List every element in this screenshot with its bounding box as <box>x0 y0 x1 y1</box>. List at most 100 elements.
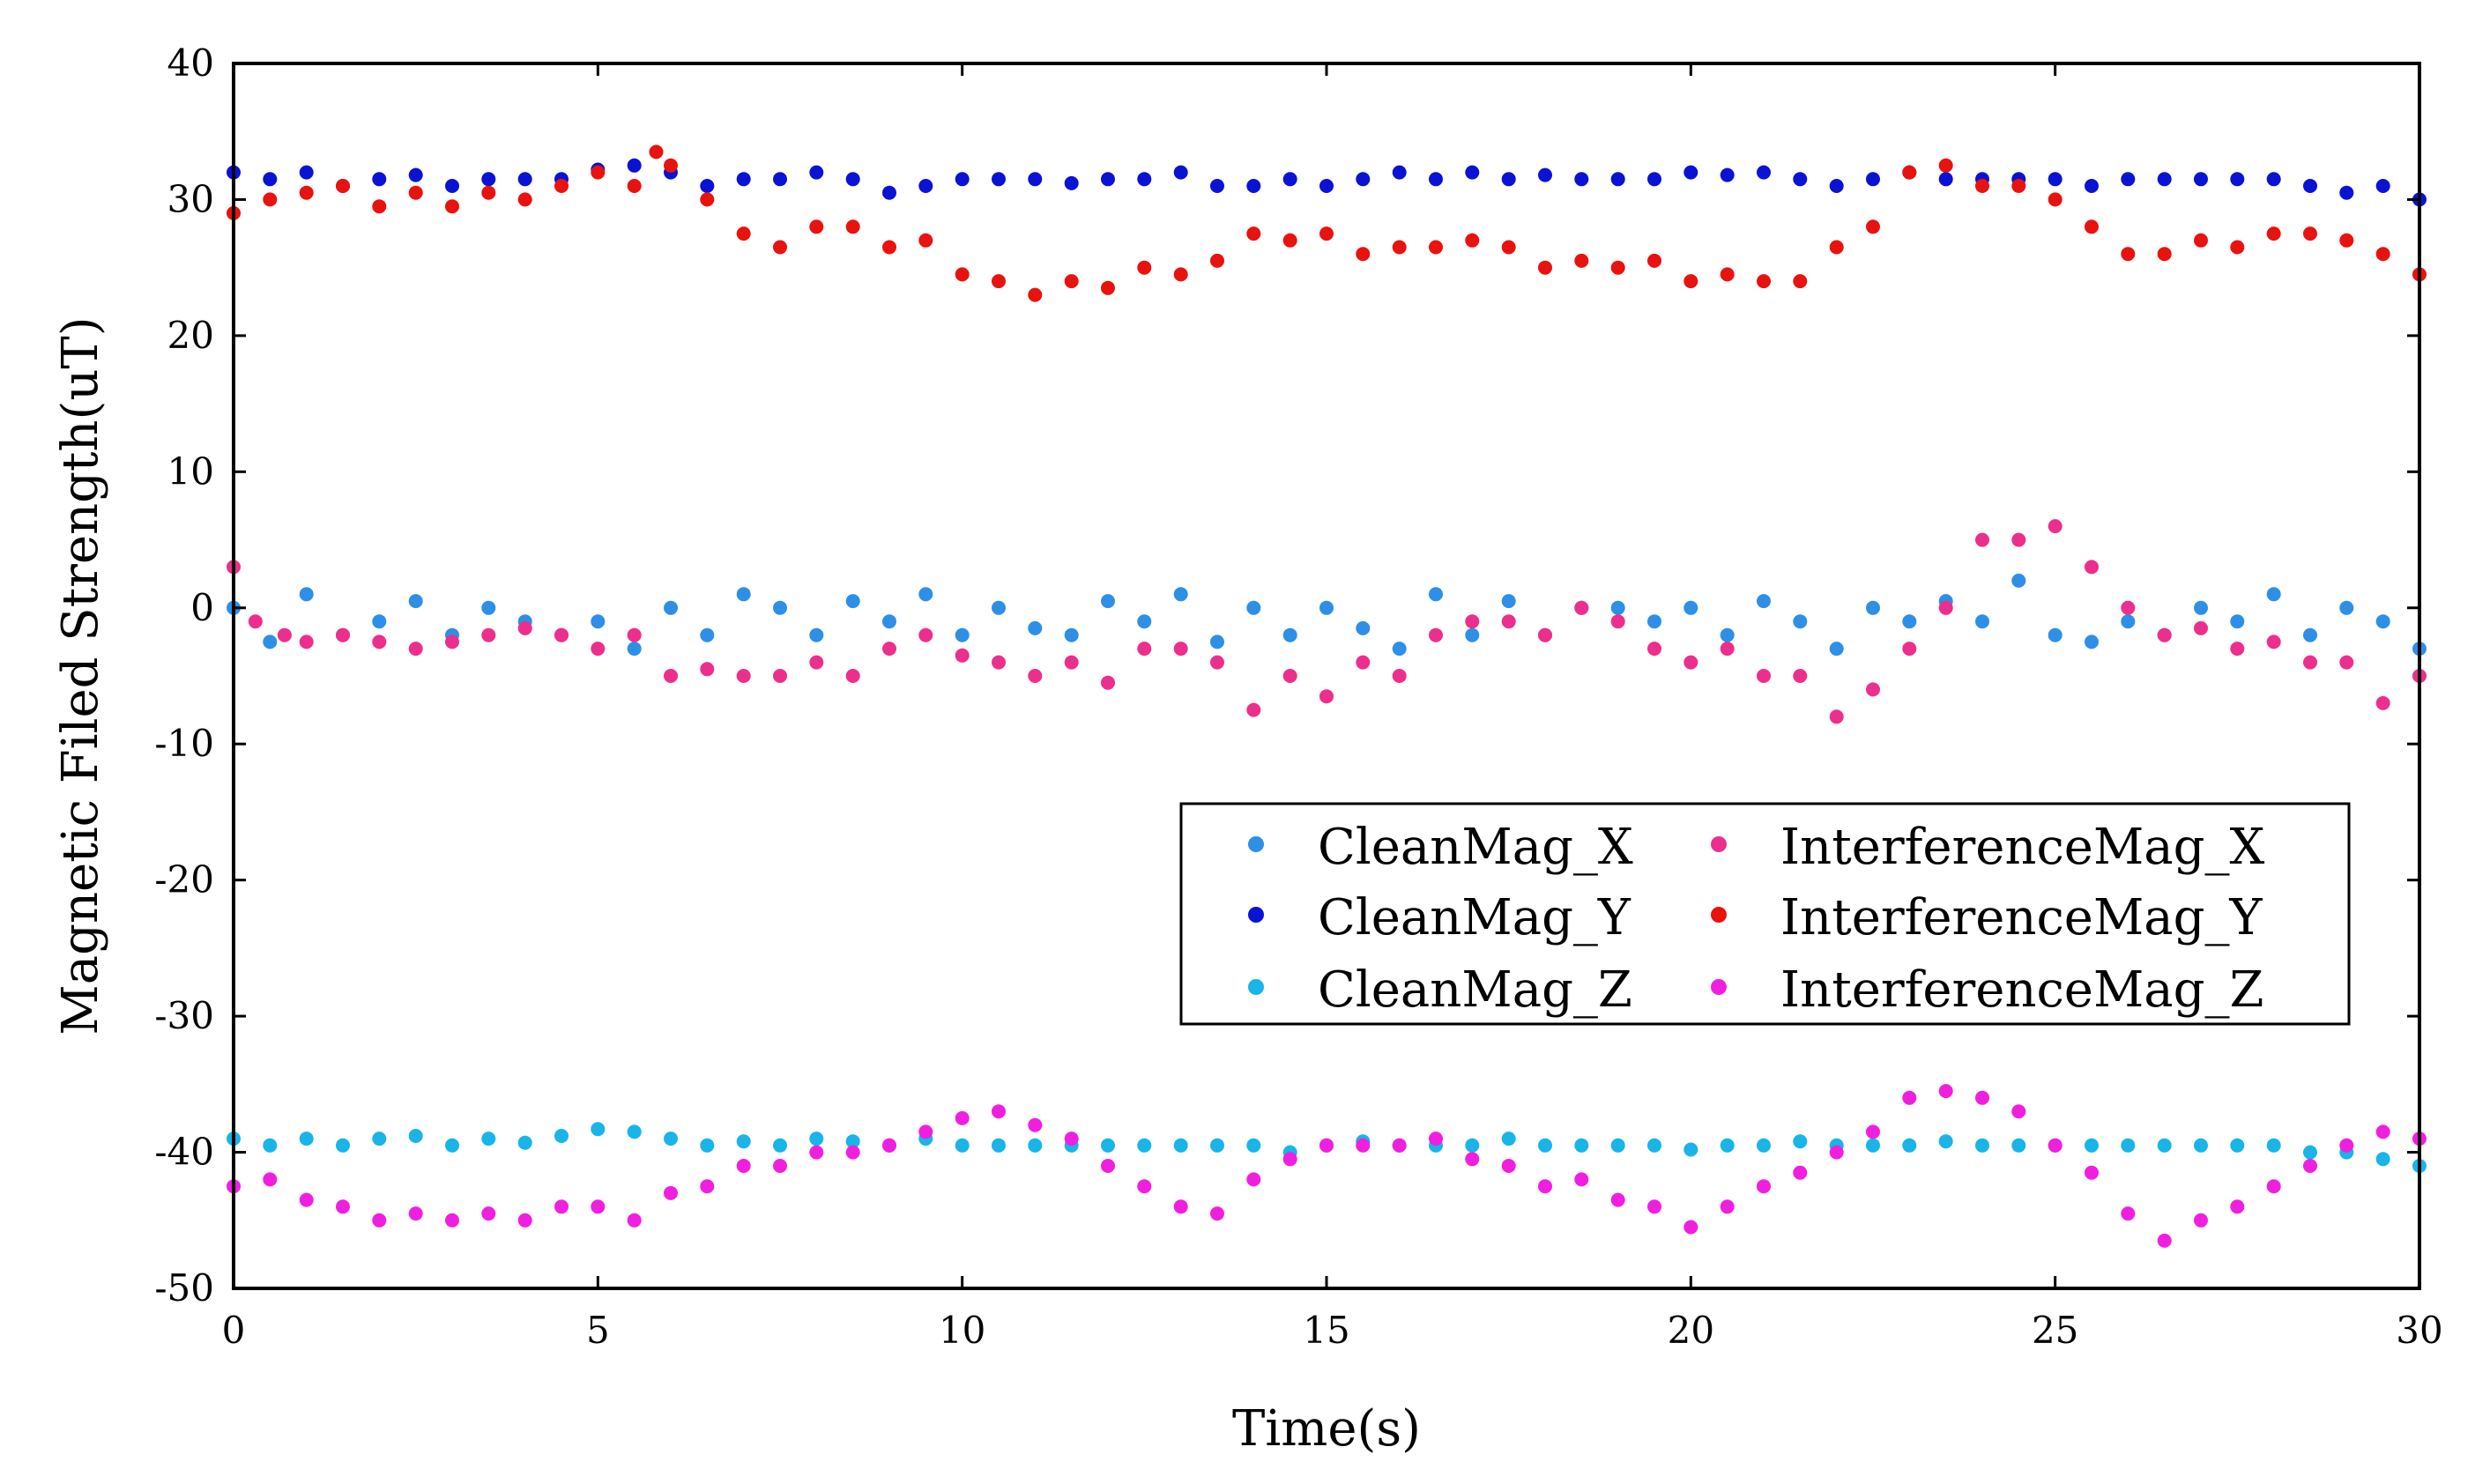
data-point <box>736 226 751 241</box>
data-point <box>2048 172 2062 187</box>
data-point <box>1720 267 1735 282</box>
data-point <box>882 185 896 200</box>
data-point <box>1720 1138 1735 1153</box>
data-point <box>591 642 606 657</box>
data-point <box>1210 1138 1224 1153</box>
data-point <box>2011 179 2026 193</box>
data-point <box>1829 1145 1844 1160</box>
data-point <box>408 594 423 609</box>
data-point <box>248 614 263 629</box>
data-point <box>2375 247 2390 262</box>
data-point <box>2048 519 2062 534</box>
data-point <box>408 167 423 182</box>
legend-marker <box>1248 907 1264 923</box>
data-point <box>736 587 751 602</box>
data-point <box>2085 634 2099 649</box>
data-point <box>1829 709 1844 724</box>
data-point <box>1757 1138 1771 1153</box>
data-point <box>1064 1132 1079 1146</box>
data-point <box>736 669 751 683</box>
data-point <box>1610 614 1625 629</box>
data-point <box>1902 1090 1917 1105</box>
data-point <box>408 1129 423 1143</box>
data-point <box>955 627 970 642</box>
data-point <box>263 192 278 207</box>
data-point <box>1246 1172 1261 1187</box>
data-point <box>1028 1117 1043 1132</box>
data-point <box>1610 172 1625 187</box>
x-tick-label: 30 <box>2396 1309 2442 1352</box>
data-point <box>2230 1138 2245 1153</box>
data-point <box>664 158 678 173</box>
data-point <box>1465 165 1480 180</box>
data-point <box>1757 165 1771 180</box>
data-point <box>1829 240 1844 255</box>
data-point <box>1210 634 1224 649</box>
data-point <box>700 627 715 642</box>
data-point <box>1501 1132 1516 1146</box>
data-point <box>2085 219 2099 234</box>
data-point <box>918 587 933 602</box>
legend: CleanMag_X CleanMag_Y CleanMag_Z Interferen… <box>1179 802 2351 1026</box>
data-point <box>1793 1134 1808 1149</box>
data-point <box>2121 172 2136 187</box>
data-point <box>517 1135 532 1150</box>
data-point <box>845 669 860 683</box>
data-point <box>627 642 642 657</box>
data-point <box>1501 614 1516 629</box>
data-point <box>554 179 569 193</box>
data-point <box>1720 627 1735 642</box>
data-point <box>408 185 423 200</box>
y-axis-title: Magnetic Filed Strength(uT) <box>52 316 109 1035</box>
data-point <box>664 1132 678 1146</box>
data-point <box>2048 1138 2062 1153</box>
data-point <box>2121 247 2136 262</box>
data-point <box>1101 675 1115 690</box>
y-tick-label: -30 <box>154 994 214 1037</box>
data-point <box>2194 1213 2208 1228</box>
data-point <box>700 179 715 193</box>
data-point <box>1319 1138 1334 1153</box>
data-point <box>1647 642 1661 657</box>
data-point <box>1465 614 1480 629</box>
data-point <box>336 1199 350 1214</box>
data-point <box>700 192 715 207</box>
data-point <box>1757 669 1771 683</box>
legend-marker <box>1248 979 1264 995</box>
data-point <box>627 158 642 173</box>
data-point <box>481 600 496 615</box>
data-point <box>2266 1179 2281 1194</box>
data-point <box>2339 655 2354 670</box>
data-point <box>336 179 350 193</box>
data-point <box>481 172 496 187</box>
legend-marker <box>1711 907 1727 923</box>
data-point <box>1574 600 1589 615</box>
y-tick-label: 40 <box>167 41 214 85</box>
data-point <box>1829 179 1844 193</box>
data-point <box>1064 175 1079 190</box>
data-point <box>2011 1138 2026 1153</box>
data-point <box>2375 695 2390 710</box>
data-point <box>1210 655 1224 670</box>
data-point <box>1683 1142 1698 1157</box>
data-point <box>1793 614 1808 629</box>
data-point <box>1538 167 1552 182</box>
data-point <box>481 1206 496 1221</box>
data-point <box>809 627 824 642</box>
data-point <box>1392 1138 1407 1153</box>
data-point <box>1101 594 1115 609</box>
data-point <box>591 165 606 180</box>
data-point <box>992 274 1006 289</box>
data-point <box>1173 267 1188 282</box>
data-point <box>2011 573 2026 588</box>
data-point <box>408 642 423 657</box>
data-point <box>2266 1138 2281 1153</box>
data-point <box>1356 247 1371 262</box>
data-point <box>2230 642 2245 657</box>
data-point <box>1319 600 1334 615</box>
data-point <box>1173 165 1188 180</box>
data-point <box>1392 669 1407 683</box>
data-point <box>773 1159 787 1173</box>
data-point <box>1210 253 1224 268</box>
data-point <box>2375 614 2390 629</box>
